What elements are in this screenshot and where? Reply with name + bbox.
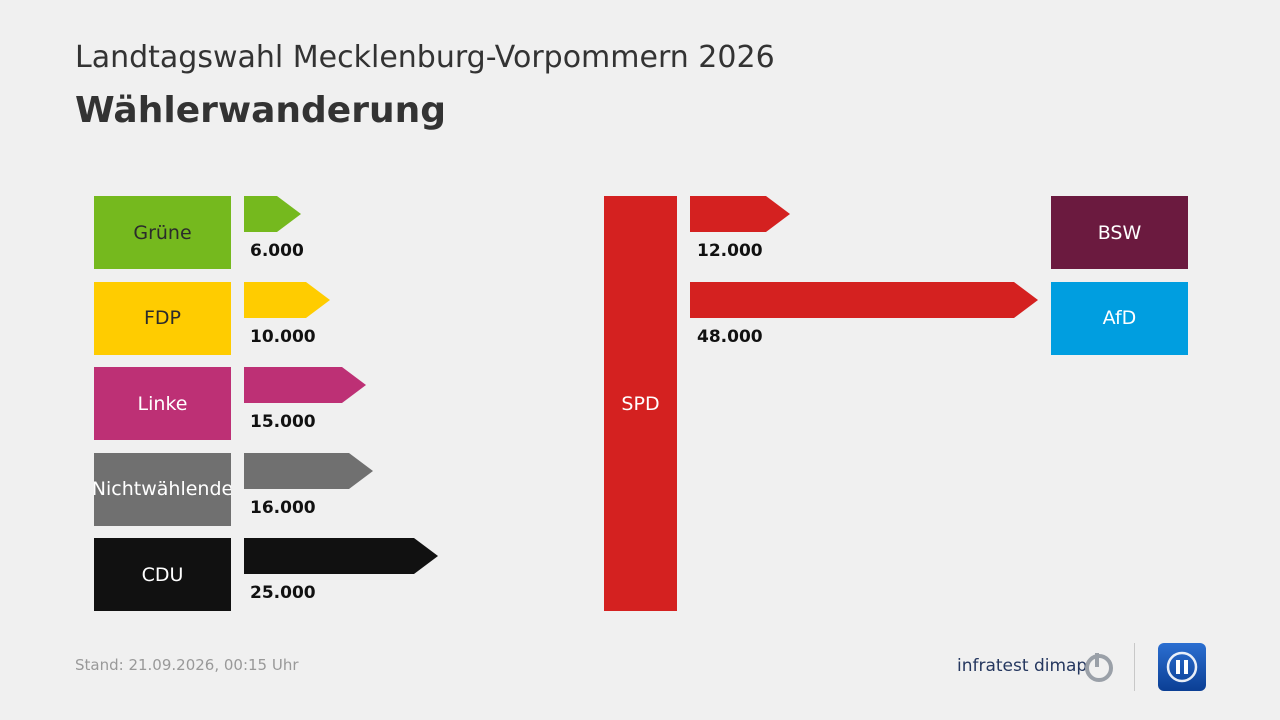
brand-name: infratest dimap <box>957 656 1088 676</box>
footer-divider <box>1134 643 1135 691</box>
inflow-arrow-linke <box>244 367 366 403</box>
inflow-arrow-fdp-shape <box>244 281 330 318</box>
center-party-bar: SPD <box>604 196 677 611</box>
inflow-arrow-gruene <box>244 196 301 232</box>
inflow-value-cdu: 25.000 <box>250 583 316 603</box>
outflow-value-afd: 48.000 <box>697 326 763 347</box>
outflow-arrow-afd-shape <box>690 281 1038 318</box>
chart-subtitle: Wählerwanderung <box>75 90 447 131</box>
party-box-cdu: CDU <box>94 538 231 611</box>
party-box-gruene: Grüne <box>94 196 231 269</box>
inflow-arrow-cdu-shape <box>244 538 438 574</box>
chart-title: Landtagswahl Mecklenburg-Vorpommern 2026 <box>75 40 775 75</box>
party-box-nichtwaehlende: Nichtwählende <box>94 452 231 526</box>
inflow-arrow-nichtwaehlende-shape <box>244 452 373 489</box>
inflow-arrow-cdu <box>244 538 438 574</box>
outflow-arrow-bsw <box>690 196 790 232</box>
inflow-arrow-fdp <box>244 281 330 318</box>
timestamp: Stand: 21.09.2026, 00:15 Uhr <box>75 656 299 674</box>
outflow-arrow-afd <box>690 281 1038 318</box>
inflow-value-fdp: 10.000 <box>250 326 316 347</box>
inflow-value-nichtwaehlende: 16.000 <box>250 497 316 518</box>
inflow-arrow-gruene-shape <box>244 196 301 232</box>
outflow-value-bsw: 12.000 <box>697 241 763 261</box>
inflow-arrow-nichtwaehlende <box>244 452 373 489</box>
party-box-linke: Linke <box>94 367 231 440</box>
outflow-arrow-bsw-shape <box>690 196 790 232</box>
party-box-fdp: FDP <box>94 281 231 355</box>
inflow-arrow-linke-shape <box>244 367 366 403</box>
party-box-bsw: BSW <box>1051 196 1188 269</box>
tv-broadcaster-logo-icon <box>1158 643 1206 691</box>
inflow-value-gruene: 6.000 <box>250 241 304 261</box>
infratest-dimap-logo-icon <box>1085 653 1113 682</box>
party-box-afd: AfD <box>1051 281 1188 355</box>
inflow-value-linke: 15.000 <box>250 412 316 432</box>
